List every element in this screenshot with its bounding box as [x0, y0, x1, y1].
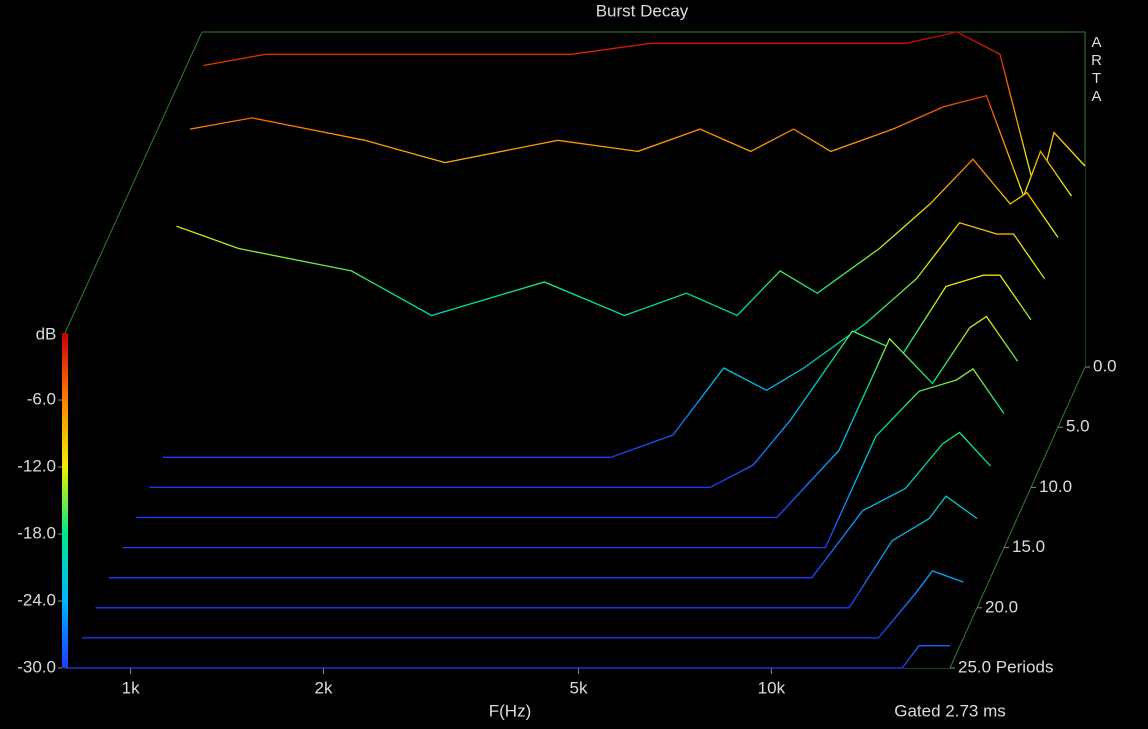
z-tick-label: 0.0 — [1093, 356, 1117, 375]
decay-slice — [82, 570, 964, 639]
y-tick-label: -6.0 — [27, 389, 56, 408]
slice-mask — [82, 570, 964, 638]
watermark: ARTA — [1088, 34, 1105, 106]
z-tick-label: 10.0 — [1039, 477, 1072, 496]
decay-slice — [189, 94, 1073, 198]
colorbar — [62, 333, 68, 668]
decay-slice — [163, 222, 1046, 458]
x-tick-label: 10k — [758, 678, 786, 697]
gate-note: Gated 2.73 ms — [894, 701, 1006, 720]
decay-slice — [68, 645, 950, 669]
y-axis-label: dB — [36, 324, 57, 343]
slice-mask — [95, 496, 977, 608]
y-tick-label: -12.0 — [17, 456, 56, 475]
y-tick-label: -18.0 — [17, 523, 56, 542]
decay-slice — [122, 368, 1005, 549]
x-tick-label: 5k — [570, 678, 588, 697]
z-tick-label: 15.0 — [1012, 537, 1045, 556]
z-tick-label: 20.0 — [985, 597, 1018, 616]
decay-slice — [109, 431, 991, 579]
decay-slice — [95, 495, 978, 609]
decay-slice — [203, 31, 1086, 200]
x-tick-label: 1k — [122, 678, 140, 697]
decay-slice — [176, 158, 1059, 317]
z-tick-label: 5.0 — [1066, 417, 1090, 436]
decay-slice — [136, 315, 1019, 519]
chart-title: Burst Decay — [596, 1, 689, 20]
y-tick-label: -24.0 — [17, 590, 56, 609]
y-tick-label: -30.0 — [17, 657, 56, 676]
slice-mask — [68, 645, 950, 668]
z-tick-label: 25.0 Periods — [958, 657, 1053, 676]
x-tick-label: 2k — [315, 678, 333, 697]
slice-mask — [149, 275, 1031, 488]
decay-slice — [149, 274, 1032, 489]
left-frame — [64, 31, 203, 334]
x-axis-label: F(Hz) — [489, 701, 531, 720]
